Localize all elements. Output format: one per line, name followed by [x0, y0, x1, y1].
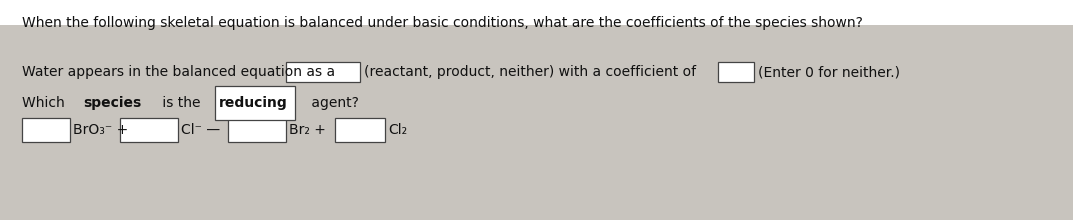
Text: Br₂ +: Br₂ + — [289, 123, 326, 137]
Text: When the following skeletal equation is balanced under basic conditions, what ar: When the following skeletal equation is … — [23, 16, 863, 30]
Text: (reactant, product, neither) with a coefficient of: (reactant, product, neither) with a coef… — [364, 65, 696, 79]
FancyBboxPatch shape — [227, 118, 286, 142]
FancyBboxPatch shape — [335, 118, 385, 142]
Text: BrO₃⁻ +: BrO₃⁻ + — [73, 123, 129, 137]
Text: Water appears in the balanced equation as a: Water appears in the balanced equation a… — [23, 65, 335, 79]
FancyBboxPatch shape — [718, 62, 754, 82]
Text: Cl₂: Cl₂ — [388, 123, 407, 137]
Text: reducing: reducing — [219, 96, 288, 110]
Text: (Enter 0 for neither.): (Enter 0 for neither.) — [758, 65, 900, 79]
FancyBboxPatch shape — [0, 0, 1073, 25]
FancyBboxPatch shape — [286, 62, 361, 82]
Text: is the: is the — [158, 96, 205, 110]
FancyBboxPatch shape — [23, 118, 70, 142]
Text: Which: Which — [23, 96, 69, 110]
Text: species: species — [83, 96, 141, 110]
Text: Cl⁻ —: Cl⁻ — — [181, 123, 220, 137]
FancyBboxPatch shape — [215, 86, 295, 120]
Text: agent?: agent? — [307, 96, 359, 110]
FancyBboxPatch shape — [120, 118, 178, 142]
